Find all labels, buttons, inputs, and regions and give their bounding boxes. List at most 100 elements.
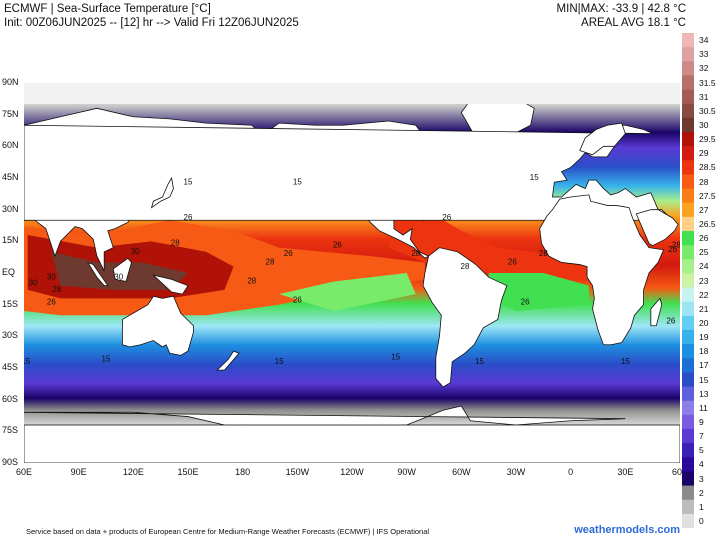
contour-label: 28: [171, 239, 180, 248]
lon-tick-label: 180: [235, 467, 251, 477]
colorbar-swatch: [682, 513, 694, 528]
lat-tick-label: 30N: [2, 203, 19, 214]
colorbar-swatch: [682, 132, 694, 147]
colorbar-tick-label: 26.5: [699, 218, 716, 229]
arabia: [635, 209, 679, 247]
colorbar-tick-label: 29: [699, 148, 709, 159]
contour-label: 28: [247, 277, 256, 286]
colorbar-tick-label: 30.5: [699, 105, 716, 116]
lon-tick-label: 60E: [671, 467, 689, 477]
lon-tick-label: 120W: [340, 467, 364, 477]
stats-block: MIN|MAX: -33.9 | 42.8 °C AREAL AVG 18.1 …: [557, 2, 686, 30]
contour-label: 26: [47, 298, 56, 307]
contour-label: 26: [284, 249, 293, 258]
colorbar-swatch: [682, 103, 694, 119]
lat-tick-label: EQ: [2, 267, 16, 277]
europe-middle-east: [24, 124, 674, 221]
land-masses: [24, 83, 680, 463]
colorbar-swatch: [682, 216, 694, 232]
contour-label: 28: [52, 285, 61, 294]
new-guinea: [152, 274, 189, 295]
lon-tick-label: 30E: [617, 467, 634, 477]
contour-label: 15: [293, 177, 302, 186]
colorbar-tick-label: 26: [699, 233, 709, 244]
colorbar-swatch: [682, 499, 694, 515]
colorbar-swatch: [682, 485, 694, 501]
contour-label: 30: [29, 279, 38, 288]
colorbar-swatch: [682, 273, 694, 289]
lon-tick-label: 0: [568, 467, 574, 477]
colorbar-tick-label: 18: [699, 346, 709, 357]
colorbar-swatch: [682, 400, 694, 416]
colorbar-swatch: [682, 188, 694, 204]
arctic-ice: [24, 83, 680, 105]
colorbar-tick-label: 7: [699, 431, 704, 442]
colorbar-swatch: [682, 160, 694, 175]
colorbar-swatch: [682, 344, 694, 359]
contour-label: 28: [461, 262, 470, 271]
colorbar-swatch: [682, 287, 694, 303]
contour-label: 30: [131, 247, 140, 256]
contour-label: 28: [266, 258, 275, 267]
colorbar-tick-label: 5: [699, 445, 704, 456]
lat-tick-label: 90N: [2, 77, 19, 87]
lat-tick-label: 15N: [2, 235, 19, 246]
colorbar-swatch: [682, 386, 694, 402]
contour-label: 28: [411, 249, 420, 258]
south-america: [422, 247, 508, 388]
contour-label: 15: [184, 177, 193, 186]
contour-label: 26: [442, 213, 451, 222]
data-credit: Service based on data + products of Euro…: [26, 527, 430, 536]
colorbar-swatch: [682, 146, 694, 161]
cool-tongue-atlantic: [488, 273, 589, 311]
chart-title: ECMWF | Sea-Surface Temperature [°C]: [4, 3, 211, 15]
colorbar-tick-label: 25: [699, 247, 709, 258]
colorbar-swatch: [682, 471, 694, 487]
japan: [150, 176, 174, 209]
colorbar-tick-label: 34: [699, 35, 709, 46]
scandinavia: [579, 122, 626, 156]
antarctica-band: [24, 424, 680, 463]
colorbar-swatch: [682, 358, 694, 373]
colorbar-tick-label: 21: [699, 303, 709, 314]
colorbar-tick-label: 19: [699, 332, 709, 343]
contour-label: 15: [530, 173, 539, 182]
areal-average-readout: AREAL AVG 18.1 °C: [581, 17, 686, 29]
contour-label: 15: [475, 357, 484, 366]
lat-tick-label: 30S: [2, 330, 19, 341]
colorbar-swatch: [682, 414, 694, 430]
colorbar: [682, 33, 694, 528]
sumatra: [86, 261, 109, 287]
colorbar-tick-label: 30: [699, 119, 709, 130]
contour-label: 26: [666, 317, 675, 326]
colorbar-swatch: [682, 315, 694, 331]
colorbar-tick-label: 4: [699, 459, 704, 470]
colorbar-swatch: [682, 259, 694, 274]
colorbar-swatch: [682, 457, 694, 472]
site-watermark[interactable]: weathermodels.com: [574, 524, 680, 536]
contour-label: 28: [672, 241, 680, 250]
borneo: [112, 257, 132, 282]
colorbar-tick-label: 27.5: [699, 190, 716, 201]
contour-label: 26: [521, 298, 530, 307]
colorbar-swatch: [682, 443, 694, 458]
colorbar-swatch: [682, 117, 694, 133]
lat-tick-label: 60S: [2, 393, 19, 404]
colorbar-tick-label: 17: [699, 360, 709, 371]
contour-label: 26: [668, 245, 677, 254]
colorbar-swatch: [682, 429, 694, 444]
colorbar-tick-label: 33: [699, 49, 709, 60]
colorbar-tick-label: 27: [699, 204, 709, 215]
lat-tick-label: 75S: [2, 425, 19, 436]
colorbar-tick-label: 20: [699, 317, 709, 328]
colorbar-swatch: [682, 89, 694, 105]
colorbar-swatch: [682, 301, 694, 317]
lon-tick-label: 120E: [122, 467, 144, 477]
lon-tick-label: 150W: [285, 467, 310, 477]
colorbar-tick-label: 31: [699, 91, 709, 102]
colorbar-tick-label: 28: [699, 176, 709, 187]
colorbar-tick-label: 32: [699, 63, 709, 74]
lat-tick-label: 15S: [2, 298, 19, 309]
colorbar-swatch: [682, 75, 694, 91]
colorbar-tick-label: 24: [699, 261, 709, 272]
